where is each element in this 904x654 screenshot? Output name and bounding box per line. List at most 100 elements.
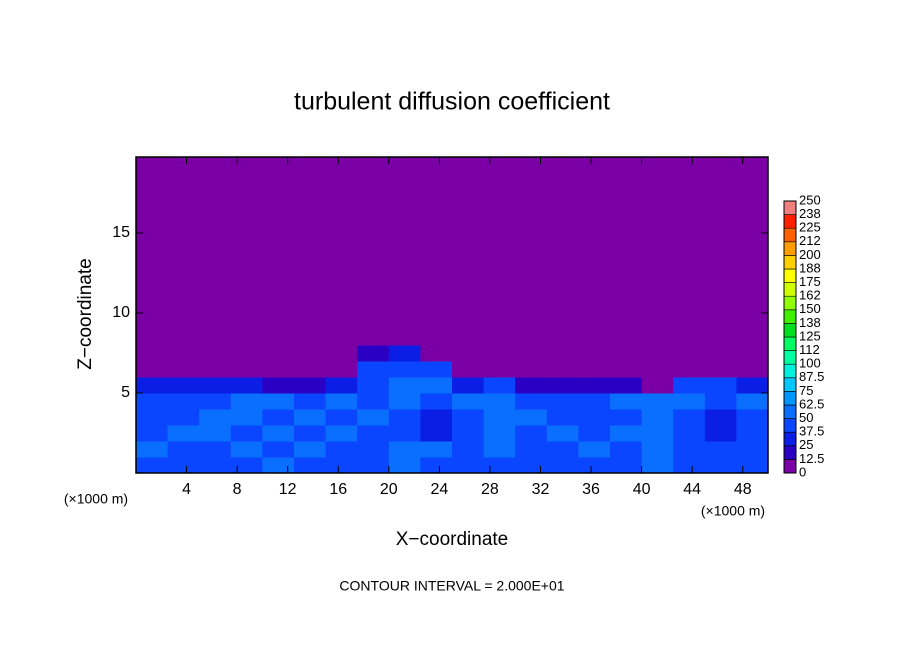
field-cell: [167, 345, 200, 362]
field-cell: [167, 393, 200, 410]
colorbar-swatch: [783, 404, 797, 419]
colorbar-label: 62.5: [799, 396, 824, 411]
field-cell: [388, 457, 421, 474]
field-cell: [452, 157, 485, 346]
y-axis-label: Z−coordinate: [75, 258, 96, 369]
field-cell: [294, 377, 327, 394]
field-cell: [515, 157, 548, 346]
field-cell: [704, 457, 737, 474]
field-cell: [262, 425, 295, 442]
field-cell: [230, 377, 263, 394]
field-cell: [294, 441, 327, 458]
field-cell: [452, 409, 485, 426]
field-cell: [610, 441, 643, 458]
field-cell: [515, 345, 548, 362]
field-cell: [736, 441, 769, 458]
field-cell: [704, 345, 737, 362]
x-tick-label: 32: [532, 481, 550, 498]
field-cell: [262, 361, 295, 378]
field-cell: [262, 441, 295, 458]
field-cell: [420, 425, 453, 442]
colorbar-swatch: [783, 282, 797, 297]
field-cell: [483, 409, 516, 426]
field-cell: [641, 393, 674, 410]
field-cell: [452, 361, 485, 378]
field-cell: [388, 425, 421, 442]
field-cell: [262, 377, 295, 394]
field-cell: [610, 345, 643, 362]
field-cell: [452, 345, 485, 362]
field-cell: [452, 393, 485, 410]
field-cell: [673, 441, 706, 458]
field-cell: [357, 377, 390, 394]
field-cell: [167, 361, 200, 378]
x-tick-label: 44: [683, 481, 701, 498]
colorbar-label: 175: [799, 274, 821, 289]
colorbar-label: 112: [799, 342, 820, 357]
field-cell: [230, 441, 263, 458]
field-cell: [641, 457, 674, 474]
chart-title: turbulent diffusion coefficient: [294, 88, 610, 116]
colorbar-label: 200: [799, 247, 821, 262]
field-cell: [136, 345, 169, 362]
field-cell: [420, 157, 453, 346]
field-cell: [673, 457, 706, 474]
field-cell: [167, 457, 200, 474]
field-cell: [420, 409, 453, 426]
colorbar-swatch: [783, 309, 797, 324]
field-cell: [610, 361, 643, 378]
field-cell: [199, 393, 232, 410]
colorbar-swatch: [783, 255, 797, 270]
field-cell: [546, 393, 579, 410]
field-cell: [641, 409, 674, 426]
y-tick-label: 10: [112, 304, 130, 321]
field-cell: [388, 409, 421, 426]
field-cell: [515, 361, 548, 378]
field-cell: [483, 441, 516, 458]
field-cell: [230, 361, 263, 378]
colorbar-swatch: [783, 377, 797, 392]
field-cell: [704, 425, 737, 442]
colorbar-swatch: [783, 431, 797, 447]
field-cell: [294, 457, 327, 474]
field-cell: [546, 157, 579, 346]
x-tick-label: 4: [182, 481, 191, 498]
field-cell: [641, 377, 674, 394]
colorbar-label: 50: [799, 410, 813, 425]
field-cell: [199, 157, 232, 346]
field-cell: [136, 441, 169, 458]
field-cell: [610, 393, 643, 410]
field-cell: [483, 157, 516, 346]
colorbar-label: 225: [799, 220, 821, 235]
colorbar-swatch: [783, 350, 797, 365]
field-cell: [357, 393, 390, 410]
colorbar-swatch: [783, 295, 797, 311]
field-cell: [673, 409, 706, 426]
field-cell: [736, 345, 769, 362]
field-cell: [546, 345, 579, 362]
field-cell: [483, 393, 516, 410]
field-cell: [357, 425, 390, 442]
colorbar-label: 0: [799, 464, 806, 479]
field-cell: [262, 409, 295, 426]
field-cell: [704, 393, 737, 410]
field-cell: [515, 457, 548, 474]
field-cell: [641, 157, 674, 346]
colorbar-swatch: [783, 323, 797, 338]
field-cell: [199, 361, 232, 378]
field-cell: [167, 409, 200, 426]
field-cell: [357, 361, 390, 378]
field-cell: [230, 457, 263, 474]
field-cell: [388, 377, 421, 394]
field-cell: [325, 441, 358, 458]
field-cell: [578, 425, 611, 442]
field-cell: [199, 377, 232, 394]
field-cell: [578, 157, 611, 346]
x-tick-label: 24: [430, 481, 448, 498]
x-unit: (×1000 m): [701, 503, 765, 519]
field-cell: [294, 409, 327, 426]
field-cell: [357, 345, 390, 362]
x-tick-label: 40: [633, 481, 651, 498]
colorbar-label: 250: [799, 192, 821, 207]
colorbar-label: 37.5: [799, 424, 824, 439]
